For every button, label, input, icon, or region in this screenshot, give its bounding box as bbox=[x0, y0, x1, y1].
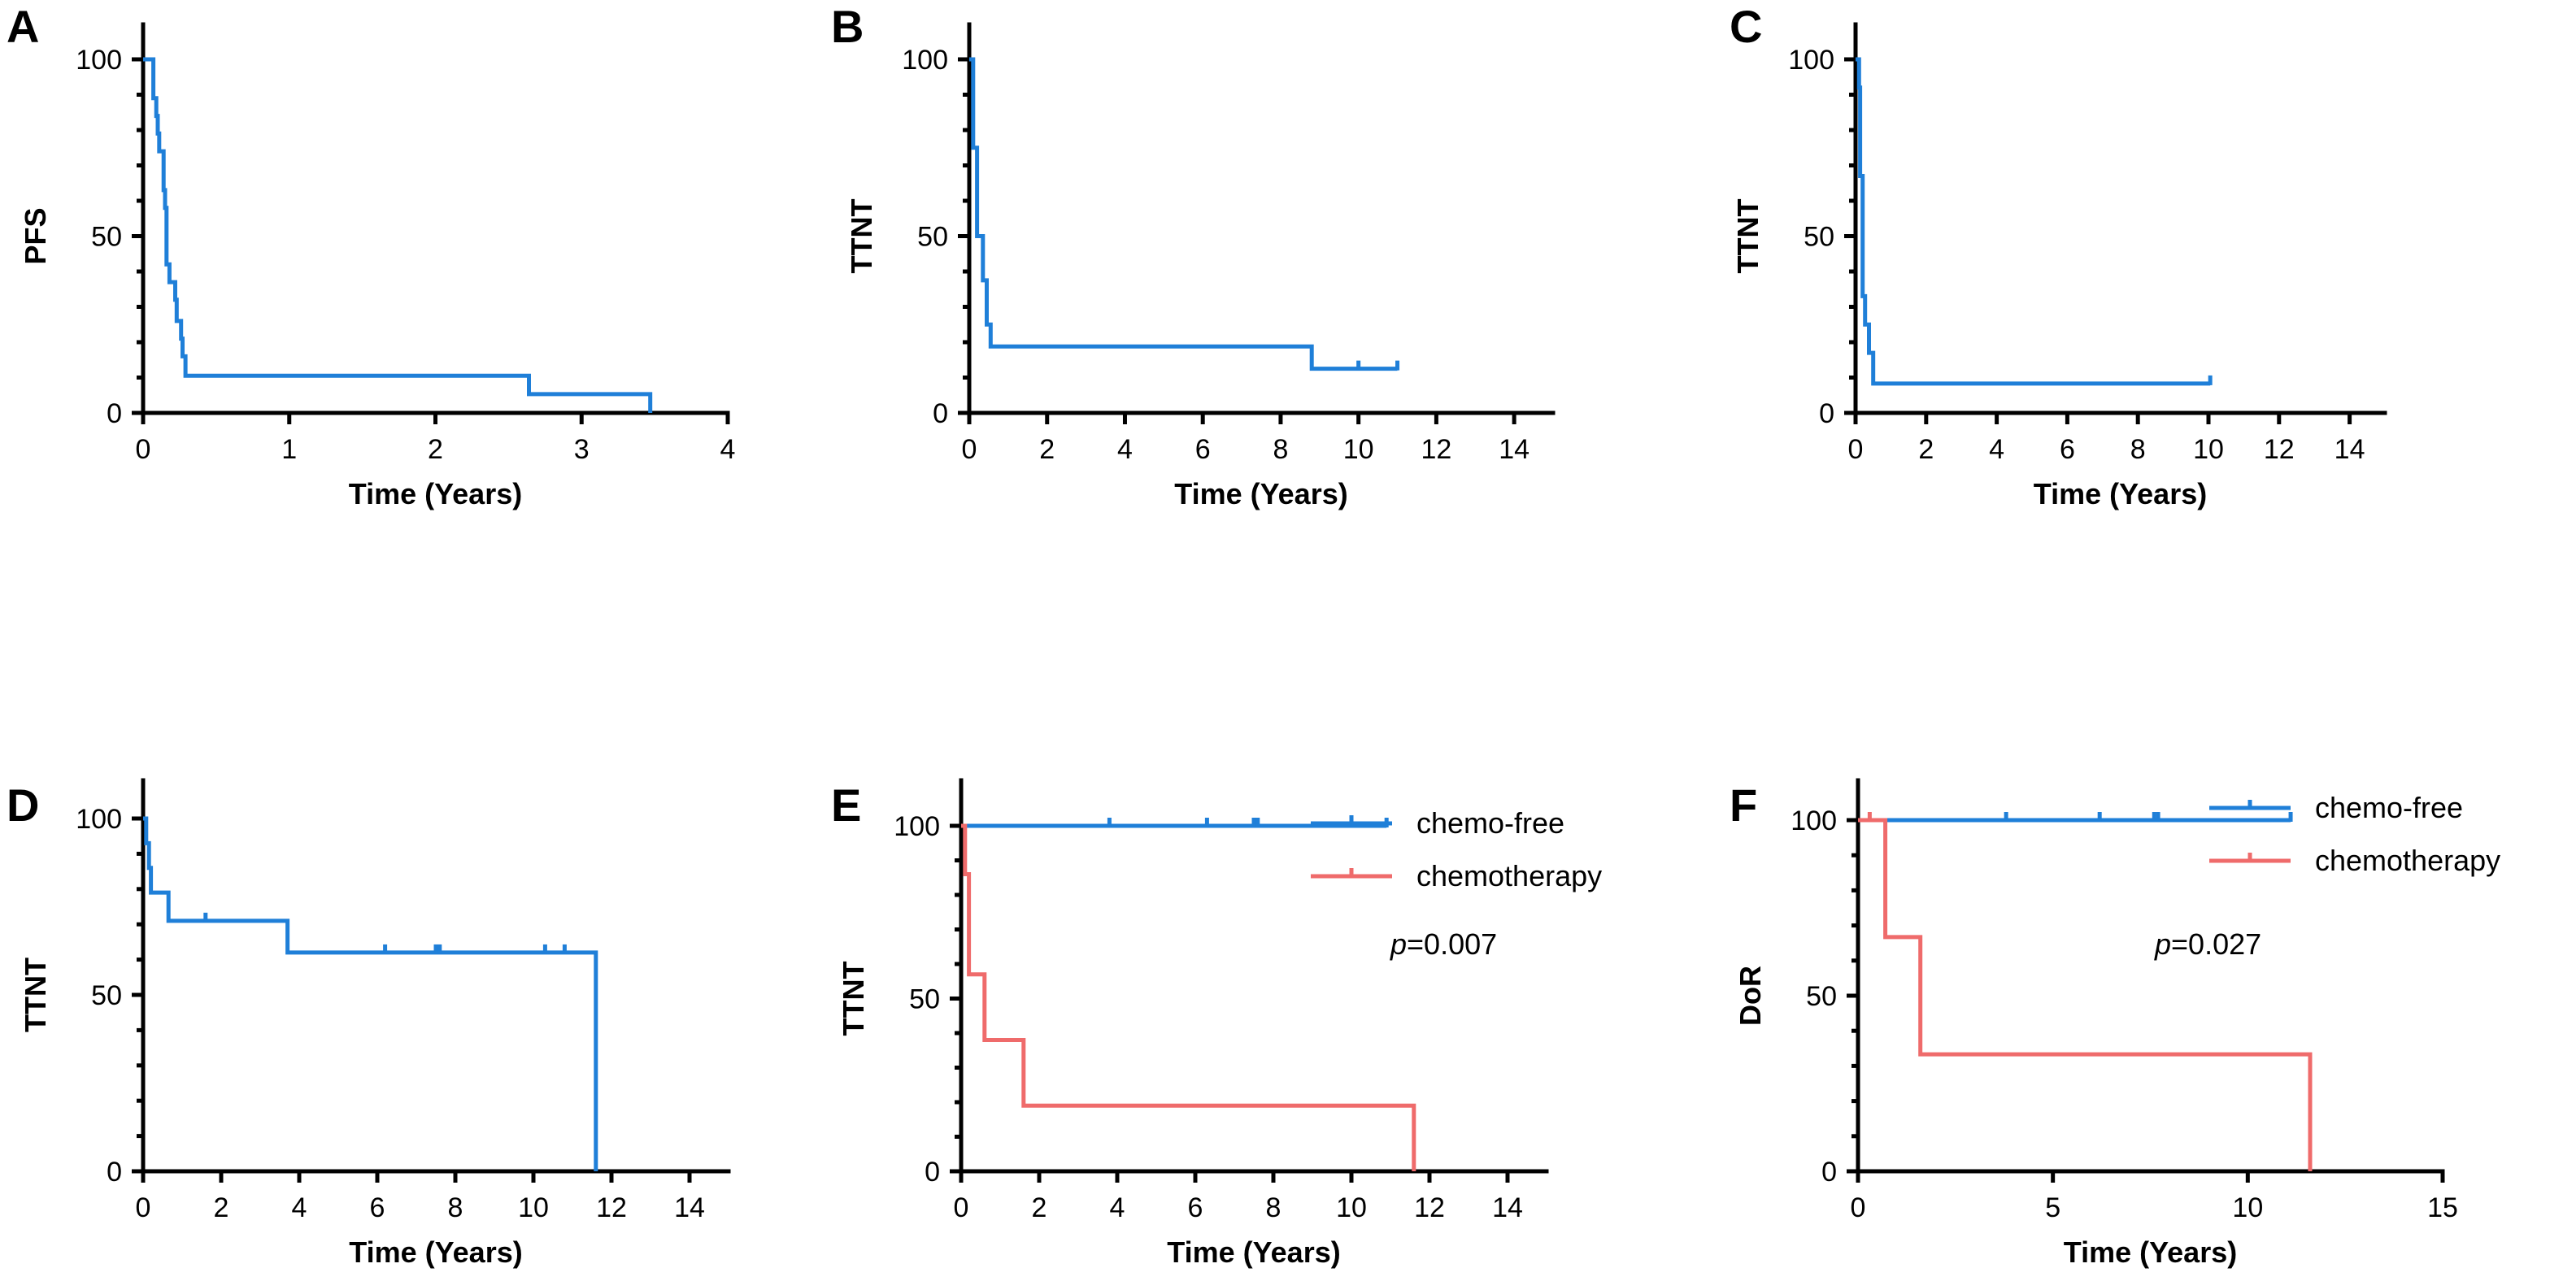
p-value-annotation: p=0.007 bbox=[1390, 927, 1497, 961]
x-tick-label: 14 bbox=[1499, 434, 1530, 465]
x-tick-label: 10 bbox=[1336, 1192, 1367, 1223]
panel-C: C 0 50 100 0 2 4 6 8 10 12 14 Time (Years) TTNT bbox=[1730, 1, 2387, 510]
y-tick-label: 50 bbox=[909, 984, 940, 1015]
y-axis-title: DoR bbox=[1734, 966, 1767, 1026]
x-tick-label: 15 bbox=[2427, 1192, 2458, 1223]
y-tick-label: 0 bbox=[107, 398, 122, 429]
x-tick-label: 0 bbox=[954, 1192, 969, 1223]
x-tick-label: 2 bbox=[1032, 1192, 1047, 1223]
y-tick-label: 100 bbox=[894, 811, 940, 842]
y-axis-title: TTNT bbox=[837, 962, 870, 1036]
panel-E: E 0 50 100 0 2 4 6 8 10 12 14 Time (Years) TTNT chemo-… bbox=[831, 778, 1602, 1269]
y-tick-label: 50 bbox=[91, 222, 122, 253]
panel-letter: F bbox=[1730, 779, 1757, 831]
x-tick-label: 6 bbox=[370, 1192, 385, 1223]
legend-label: chemotherapy bbox=[2315, 844, 2500, 877]
x-axis-title: Time (Years) bbox=[349, 477, 522, 510]
x-tick-label: 10 bbox=[1343, 434, 1374, 465]
panel-letter: D bbox=[7, 779, 39, 831]
x-tick-label: 0 bbox=[962, 434, 977, 465]
x-tick-label: 14 bbox=[674, 1192, 705, 1223]
x-tick-label: 8 bbox=[2130, 434, 2146, 465]
series-line-all bbox=[969, 57, 1398, 371]
x-tick-label: 10 bbox=[518, 1192, 549, 1223]
panel-A: A 0 50 100 0 1 2 3 4 Time (Years) PFS bbox=[7, 1, 735, 510]
panel-letter: A bbox=[7, 1, 39, 52]
x-tick-label: 10 bbox=[2232, 1192, 2263, 1223]
y-tick-label: 100 bbox=[76, 804, 122, 835]
panel-F: F 0 50 100 0 5 10 15 Time (Years) DoR chemo-free ch… bbox=[1730, 778, 2500, 1269]
x-tick-label: 1 bbox=[281, 434, 297, 465]
x-tick-label: 2 bbox=[428, 434, 443, 465]
y-tick-label: 0 bbox=[107, 1157, 122, 1188]
y-tick-label: 0 bbox=[1821, 1157, 1837, 1188]
x-tick-label: 3 bbox=[574, 434, 590, 465]
x-tick-label: 2 bbox=[214, 1192, 229, 1223]
x-tick-label: 4 bbox=[1117, 434, 1133, 465]
x-tick-label: 4 bbox=[720, 434, 736, 465]
y-tick-label: 100 bbox=[1788, 45, 1834, 76]
y-tick-label: 100 bbox=[902, 45, 948, 76]
panel-letter: E bbox=[831, 779, 861, 831]
x-tick-label: 0 bbox=[1851, 1192, 1866, 1223]
y-tick-label: 0 bbox=[933, 398, 948, 429]
x-tick-label: 12 bbox=[2264, 434, 2295, 465]
panel-D: D 0 50 100 0 2 4 6 8 10 12 14 Time (Years) TTNT bbox=[7, 778, 731, 1269]
x-tick-label: 8 bbox=[448, 1192, 463, 1223]
legend-label: chemo-free bbox=[2315, 791, 2463, 824]
x-tick-label: 0 bbox=[136, 434, 151, 465]
x-tick-label: 4 bbox=[1989, 434, 2004, 465]
y-axis-title: TTNT bbox=[19, 957, 52, 1032]
y-tick-label: 100 bbox=[1791, 806, 1837, 836]
y-tick-label: 100 bbox=[76, 45, 122, 76]
legend-label: chemo-free bbox=[1416, 806, 1564, 840]
x-axis-title: Time (Years) bbox=[2034, 477, 2207, 510]
y-tick-label: 0 bbox=[925, 1157, 940, 1188]
x-tick-label: 0 bbox=[136, 1192, 151, 1223]
y-tick-label: 50 bbox=[917, 222, 948, 253]
series-line-all bbox=[143, 57, 653, 413]
x-tick-label: 12 bbox=[1421, 434, 1451, 465]
legend-label: chemotherapy bbox=[1416, 859, 1602, 892]
y-axis-title: PFS bbox=[19, 207, 52, 264]
p-value-annotation: p=0.027 bbox=[2154, 927, 2261, 961]
series-line-chemotherapy bbox=[961, 823, 1416, 1171]
y-tick-label: 0 bbox=[1819, 398, 1834, 429]
y-tick-label: 50 bbox=[91, 980, 122, 1011]
x-tick-label: 6 bbox=[1195, 434, 1211, 465]
x-tick-label: 4 bbox=[1110, 1192, 1125, 1223]
panel-letter: C bbox=[1730, 1, 1762, 52]
x-tick-label: 0 bbox=[1848, 434, 1864, 465]
x-axis-title: Time (Years) bbox=[349, 1235, 522, 1269]
x-tick-label: 8 bbox=[1273, 434, 1288, 465]
series-line-chemotherapy bbox=[1858, 818, 2313, 1171]
x-tick-label: 2 bbox=[1918, 434, 1934, 465]
x-tick-label: 12 bbox=[596, 1192, 627, 1223]
x-tick-label: 6 bbox=[2060, 434, 2075, 465]
x-tick-label: 2 bbox=[1039, 434, 1055, 465]
x-tick-label: 6 bbox=[1188, 1192, 1203, 1223]
x-tick-label: 8 bbox=[1266, 1192, 1281, 1223]
panel-B: B 0 50 100 0 2 4 6 8 10 12 14 Time (Years) TTNT bbox=[831, 1, 1556, 510]
x-axis-title: Time (Years) bbox=[1174, 477, 1347, 510]
x-axis-title: Time (Years) bbox=[1167, 1235, 1340, 1269]
x-tick-label: 12 bbox=[1414, 1192, 1445, 1223]
series-line-all bbox=[1856, 57, 2211, 386]
series-line-all bbox=[143, 816, 598, 1171]
x-axis-title: Time (Years) bbox=[2064, 1235, 2237, 1269]
y-axis-title: TTNT bbox=[845, 199, 878, 274]
y-tick-label: 50 bbox=[1806, 981, 1837, 1012]
y-axis-title: TTNT bbox=[1731, 199, 1764, 274]
y-tick-label: 50 bbox=[1804, 222, 1834, 253]
x-tick-label: 4 bbox=[292, 1192, 307, 1223]
x-tick-label: 10 bbox=[2193, 434, 2224, 465]
x-tick-label: 14 bbox=[1492, 1192, 1523, 1223]
x-tick-label: 5 bbox=[2045, 1192, 2060, 1223]
x-tick-label: 14 bbox=[2334, 434, 2365, 465]
panel-letter: B bbox=[831, 1, 864, 52]
